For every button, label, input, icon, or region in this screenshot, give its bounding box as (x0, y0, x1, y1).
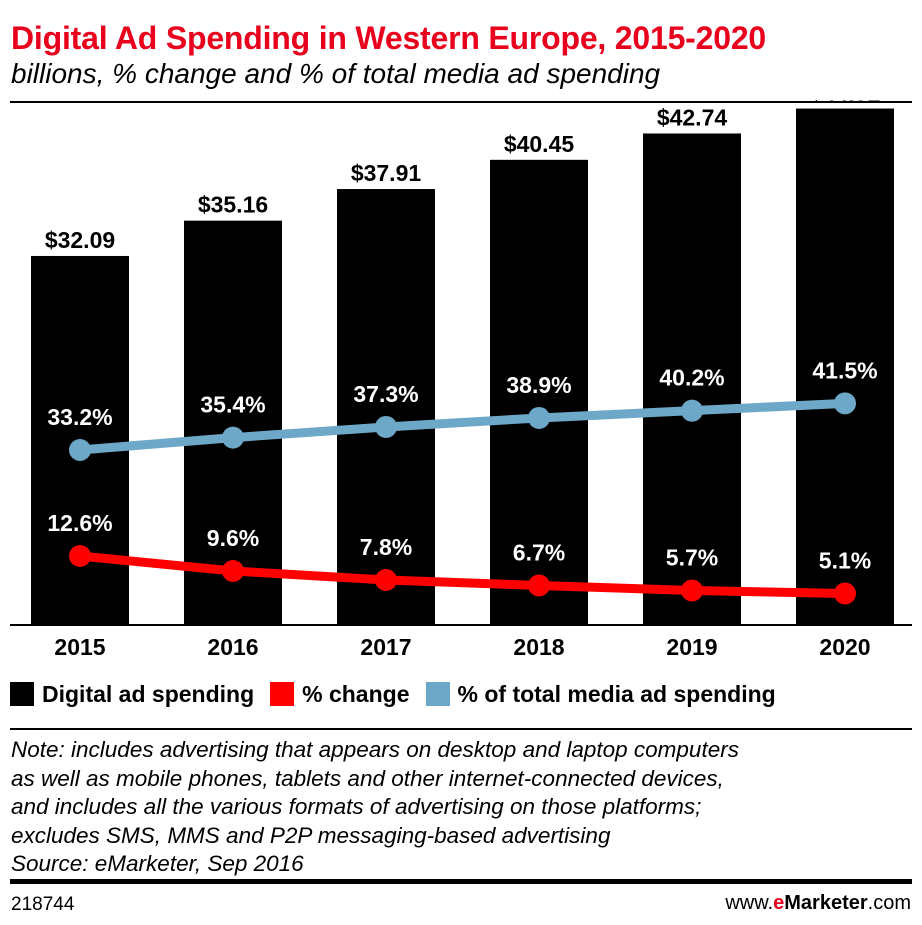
legend-label-digital-ad-spending: Digital ad spending (42, 680, 255, 707)
point-percent-total-2016 (222, 426, 244, 449)
brand-name: Marketer (784, 892, 868, 914)
bar-label-2015: $32.09 (45, 227, 115, 253)
bar-2019 (643, 133, 741, 626)
legend-swatch-percent-change (270, 682, 295, 706)
legend-swatch-percent-total (425, 682, 450, 706)
x-tick-2020: 2020 (819, 634, 870, 660)
point-percent-total-2020 (834, 392, 856, 415)
combo-chart: $32.09 $35.16 $37.91 $40.45 $42.74 $44.91 2015… (10, 100, 912, 660)
legend-label-percent-total: % of total media ad spending (457, 680, 776, 707)
legend-item-percent-total: % of total media ad spending (425, 680, 776, 708)
point-percent-change-2016 (222, 560, 244, 582)
label-percent-change-2017: 7.8% (360, 534, 412, 560)
x-tick-2018: 2018 (513, 634, 564, 660)
note-line: excludes SMS, MMS and P2P messaging-base… (11, 822, 611, 848)
note-line: as well as mobile phones, tablets and ot… (11, 765, 724, 791)
brand-e: e (773, 892, 785, 914)
chart-title: Digital Ad Spending in Western Europe, 2… (11, 20, 767, 56)
point-percent-change-2019 (681, 579, 703, 602)
point-percent-change-2015 (69, 545, 91, 567)
bar-2016 (184, 220, 282, 625)
bar-2018 (490, 159, 588, 625)
x-tick-2016: 2016 (207, 634, 258, 660)
x-tick-2017: 2017 (360, 634, 411, 660)
brand-prefix: www. (725, 892, 774, 914)
legend-divider (10, 728, 912, 730)
line-percent-change (75, 551, 850, 598)
label-percent-change-2020: 5.1% (819, 548, 871, 574)
bar-2020 (796, 108, 894, 625)
label-percent-total-2017: 37.3% (353, 381, 418, 407)
label-percent-change-2015: 12.6% (47, 510, 112, 536)
x-tick-2015: 2015 (54, 634, 105, 660)
point-percent-change-2017 (375, 569, 397, 591)
x-tick-2019: 2019 (666, 634, 717, 660)
point-percent-change-2018 (528, 574, 550, 597)
chart-note: Note: includes advertising that appears … (11, 736, 739, 879)
label-percent-total-2015: 33.2% (47, 404, 112, 430)
label-percent-change-2019: 5.7% (666, 545, 718, 571)
label-percent-total-2018: 38.9% (506, 372, 571, 398)
label-percent-change-2018: 6.7% (513, 540, 565, 566)
point-percent-total-2015 (69, 439, 91, 461)
point-percent-total-2018 (528, 406, 550, 429)
bar-label-2017: $37.91 (351, 160, 422, 186)
legend: Digital ad spending % change % of total … (10, 678, 792, 710)
label-percent-total-2016: 35.4% (200, 392, 265, 418)
header-divider (10, 101, 912, 103)
bar-label-2019: $42.74 (657, 104, 728, 130)
chart-subtitle: billions, % change and % of total media … (11, 58, 661, 89)
brand-link[interactable]: www.eMarketer.com (725, 892, 911, 915)
point-percent-total-2019 (681, 399, 703, 422)
bar-label-2016: $35.16 (198, 192, 268, 218)
legend-item-percent-change: % change (270, 680, 410, 708)
bar-label-2020: $44.91 (810, 100, 881, 106)
brand-suffix: .com (867, 892, 911, 914)
legend-swatch-digital-ad-spending (10, 682, 34, 706)
note-line: and includes all the various formats of … (11, 794, 702, 819)
point-percent-change-2020 (834, 582, 856, 605)
label-percent-total-2020: 41.5% (812, 357, 877, 383)
legend-label-percent-change: % change (302, 680, 410, 707)
point-percent-total-2017 (375, 415, 397, 438)
bar-2017 (337, 189, 435, 625)
line-percent-total (75, 398, 850, 455)
note-line: Note: includes advertising that appears … (11, 737, 739, 762)
footer-divider (10, 879, 912, 884)
bar-label-2018: $40.45 (504, 131, 575, 157)
label-percent-total-2019: 40.2% (659, 365, 724, 391)
legend-item-digital-ad-spending: Digital ad spending (10, 681, 254, 708)
label-percent-change-2016: 9.6% (207, 525, 259, 551)
chart-id: 218744 (11, 894, 75, 915)
source-line: Source: eMarketer, Sep 2016 (11, 851, 304, 876)
